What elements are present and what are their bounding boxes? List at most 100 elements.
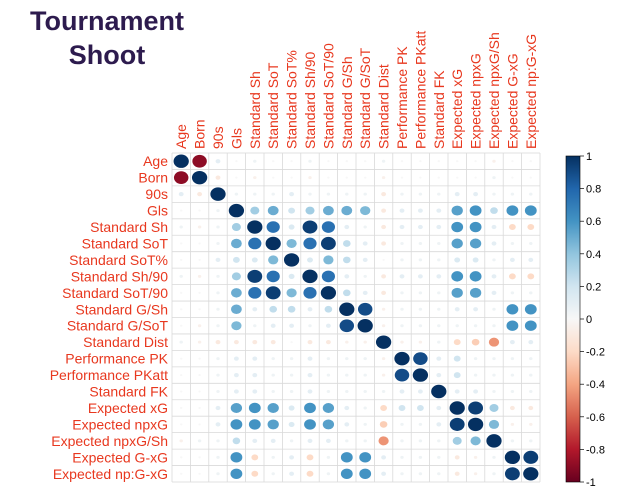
column-label: Gls [228, 128, 244, 149]
corr-cell [506, 304, 519, 315]
corr-cell [492, 455, 496, 459]
corr-cell [399, 389, 405, 394]
corr-cell [230, 468, 243, 479]
corr-cell [267, 205, 279, 216]
corr-cell [215, 257, 221, 263]
corr-cell [381, 455, 387, 460]
corr-cell [198, 209, 201, 212]
corr-cell [271, 472, 275, 476]
corr-cell [197, 192, 203, 197]
corr-cell [267, 403, 279, 413]
column-label: Born [192, 119, 208, 149]
corr-cell [399, 274, 405, 279]
corr-cell [216, 241, 220, 245]
corr-cell [381, 390, 386, 394]
corr-cell [307, 389, 313, 394]
column-label: Expected npxG [468, 53, 484, 149]
corr-cell [510, 357, 515, 361]
corr-cell [528, 340, 534, 345]
corr-cell [509, 405, 515, 411]
column-label: Standard G/SoT [357, 47, 373, 149]
corr-cell [345, 357, 349, 361]
corr-cell [215, 422, 221, 427]
corr-cell [381, 159, 386, 163]
corr-cell [216, 324, 220, 328]
corr-cell [375, 335, 392, 349]
corr-cell [191, 170, 208, 185]
corr-cell [344, 422, 350, 427]
corr-cell [453, 339, 461, 346]
corr-cell [252, 356, 258, 361]
corr-cell [437, 192, 441, 196]
corr-cell [413, 352, 428, 365]
corr-cell [378, 436, 389, 446]
corr-cell [529, 439, 533, 443]
corr-cell [523, 450, 539, 464]
row-label: Age [143, 153, 168, 169]
corr-cell [288, 421, 295, 428]
corr-cell [510, 390, 515, 394]
corr-cell [265, 286, 281, 300]
corr-cell [510, 439, 515, 443]
corr-cell [508, 273, 516, 280]
corr-cell [417, 224, 423, 230]
corr-cell [528, 257, 534, 263]
corr-cell [492, 324, 496, 328]
corr-cell [363, 225, 367, 229]
corr-cell [449, 417, 465, 431]
corr-cell [363, 192, 367, 196]
corr-cell [289, 357, 294, 361]
corr-cell [529, 160, 532, 163]
corr-cell [198, 374, 201, 377]
row-label: Expected npxG/Sh [51, 433, 168, 449]
corr-cell [504, 467, 520, 481]
corr-cell [400, 192, 404, 196]
row-label: Expected np:G-xG [53, 466, 168, 482]
colorbar-tick-label: -1 [586, 477, 596, 489]
corr-cell [307, 438, 313, 443]
corr-cell [456, 160, 459, 163]
corr-cell [215, 340, 221, 345]
corr-cell [326, 455, 331, 459]
corr-cell [362, 241, 368, 246]
corr-cell [473, 373, 478, 377]
corr-cell [305, 206, 315, 215]
corr-cell [322, 419, 335, 430]
column-label: Standard SoT [265, 62, 281, 149]
corr-cell [419, 160, 422, 163]
corr-cell [418, 192, 423, 196]
corr-cell [289, 323, 295, 328]
corr-cell [451, 238, 463, 249]
column-label: Performance PK [394, 46, 410, 149]
corr-cell [323, 205, 334, 216]
corr-cell [290, 176, 293, 179]
corr-cell [341, 205, 353, 216]
corr-cell [418, 241, 423, 245]
corr-cell [180, 374, 183, 377]
corr-cell [180, 406, 183, 410]
corr-cell [198, 406, 201, 410]
correlation-cells [173, 154, 539, 481]
corr-cell [418, 439, 423, 443]
corr-cell [399, 224, 405, 230]
corr-cell [232, 437, 241, 445]
corr-cell [235, 160, 238, 163]
corr-cell [308, 192, 312, 196]
corr-cell [231, 321, 242, 331]
title-line-2: Shoot [68, 40, 146, 70]
corr-cell [381, 224, 387, 230]
corr-cell [216, 307, 220, 311]
corr-cell [529, 422, 533, 426]
corr-cell [230, 419, 243, 430]
corr-cell [381, 176, 386, 180]
corr-cell [306, 470, 314, 477]
corr-cell [529, 357, 533, 361]
corr-cell [321, 221, 335, 233]
corr-cell [451, 271, 464, 282]
corr-cell [511, 160, 514, 163]
corr-cell [269, 305, 278, 313]
corr-cell [362, 290, 368, 295]
corr-cell [327, 176, 330, 179]
corr-cell [251, 470, 259, 477]
